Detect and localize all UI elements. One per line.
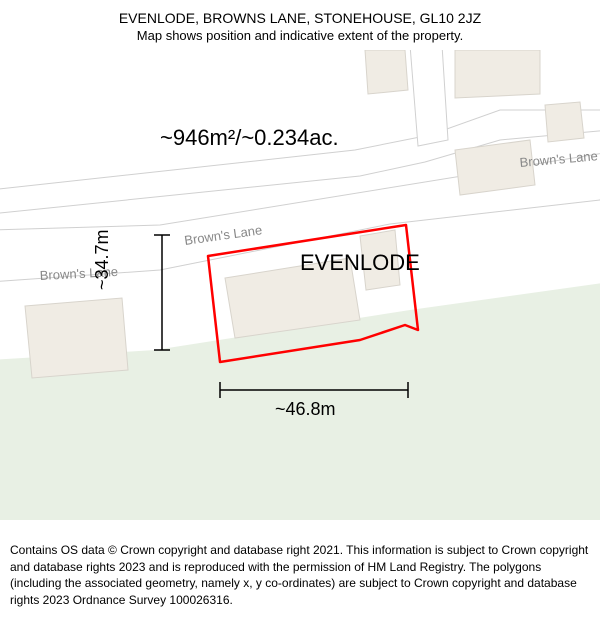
- map-area: Brown's LaneBrown's LaneBrown's Lane~946…: [0, 50, 600, 520]
- area-label: ~946m²/~0.234ac.: [160, 125, 339, 150]
- height-label: ~34.7m: [92, 229, 112, 290]
- map-figure: EVENLODE, BROWNS LANE, STONEHOUSE, GL10 …: [0, 0, 600, 625]
- property-name-label: EVENLODE: [300, 250, 420, 275]
- header: EVENLODE, BROWNS LANE, STONEHOUSE, GL10 …: [0, 0, 600, 43]
- width-label: ~46.8m: [275, 399, 336, 419]
- title: EVENLODE, BROWNS LANE, STONEHOUSE, GL10 …: [0, 10, 600, 26]
- footer: Contains OS data © Crown copyright and d…: [0, 534, 600, 625]
- building-4: [545, 102, 584, 142]
- building-0: [25, 298, 128, 378]
- building-6: [455, 50, 540, 98]
- map-svg: Brown's LaneBrown's LaneBrown's Lane~946…: [0, 50, 600, 520]
- subtitle: Map shows position and indicative extent…: [0, 28, 600, 43]
- building-5: [365, 50, 408, 94]
